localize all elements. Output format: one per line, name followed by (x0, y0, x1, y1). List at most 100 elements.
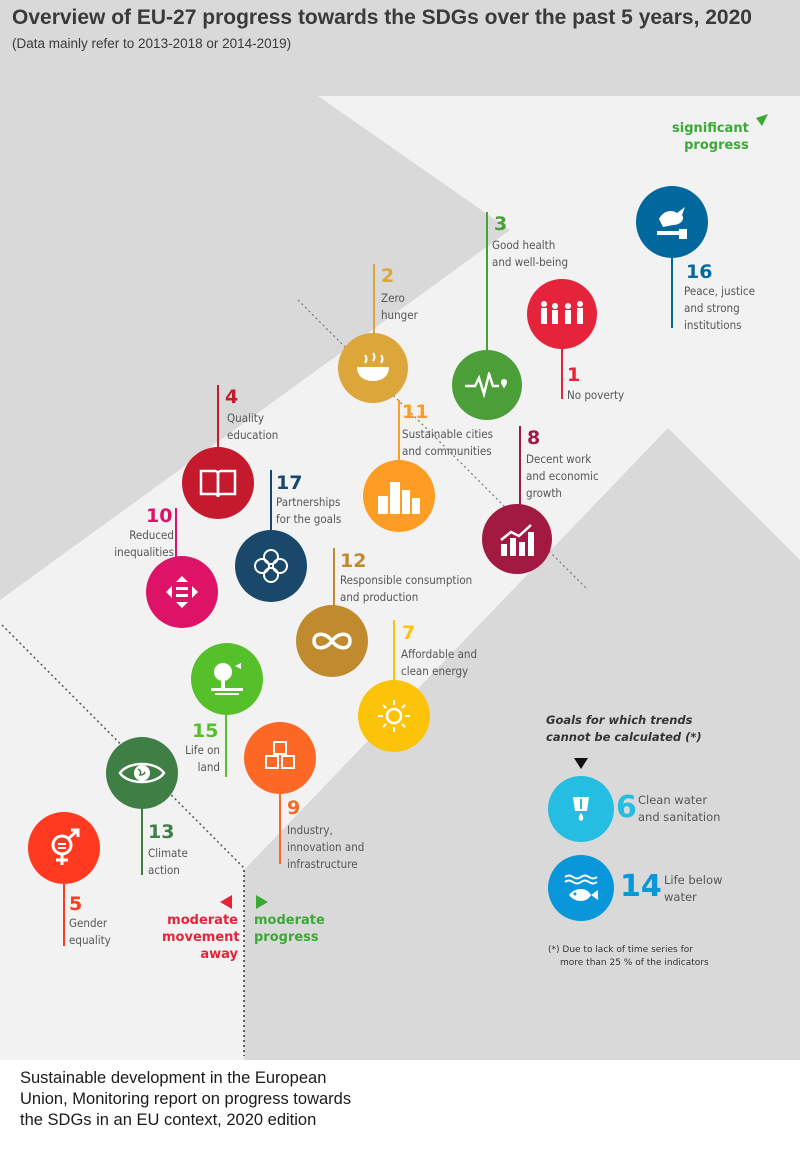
goal-5-label: Gender equality (69, 916, 111, 947)
tree-icon (191, 643, 263, 715)
goal-12-stem (333, 548, 335, 608)
goal-5-number: 5 (69, 893, 83, 915)
footer-background (0, 1060, 800, 1158)
goal-8-stem (519, 426, 521, 506)
moderate-away-line2: movement (162, 930, 240, 945)
goal-17-stem (270, 470, 272, 532)
goal-16-label: Peace, justice and strong institutions (684, 284, 755, 332)
sun-icon (358, 680, 430, 752)
goal-4-stem (217, 385, 219, 450)
goal-10: 10 Reduced inequalities (0, 0, 218, 628)
goal-4-number: 4 (225, 386, 239, 408)
goal-6: 6 Clean water and sanitation (0, 0, 720, 842)
goal-14-number: 14 (620, 869, 662, 904)
goal-16-stem (671, 258, 673, 328)
buildings-icon (363, 460, 435, 532)
significant-line2: progress (684, 138, 749, 153)
goal-15-label: Life on land (185, 743, 220, 774)
goal-2-label: Zero hunger (381, 291, 418, 322)
goal-11-label: Sustainable cities and communities (402, 427, 494, 458)
goal-14-label: Life below water (664, 873, 723, 904)
page-title: Overview of EU-27 progress towards the S… (12, 6, 752, 29)
book-icon (182, 447, 254, 519)
goal-10-number: 10 (146, 505, 173, 527)
footnote: (*) Due to lack of time series for more … (548, 945, 709, 968)
gender-icon (28, 812, 100, 884)
goal-2-stem (373, 264, 375, 342)
goal-11-stem (398, 400, 400, 462)
moderate-away-arrowhead-icon (220, 895, 232, 909)
goal-17-number: 17 (276, 472, 303, 494)
bowl-icon (338, 333, 408, 403)
goal-4-label: Quality education (227, 411, 279, 442)
goal-5: 5 Gender equality (0, 0, 111, 947)
goal-16: 16 Peace, justice and strong institutions (0, 0, 755, 332)
moderate-away-line3: away (200, 947, 238, 962)
dove-icon (636, 186, 708, 258)
goal-3-number: 3 (494, 213, 508, 235)
goal-1-number: 1 (567, 364, 581, 386)
flower-icon (235, 530, 307, 602)
goal-4: 4 Quality education (0, 0, 278, 519)
significant-line1: significant (672, 121, 749, 136)
goal-10-stem (175, 508, 177, 560)
goal-10-label: Reduced inequalities (114, 528, 174, 559)
goal-7-label: Affordable and clean energy (401, 647, 478, 678)
goal-1-stem (561, 349, 563, 399)
goal-5-stem (63, 884, 65, 946)
goal-9: 9 Industry, innovation and infrastructure (0, 0, 364, 871)
goal-7-stem (393, 620, 395, 682)
not-calculated-heading: Goals for which trends cannot be calcula… (546, 713, 702, 744)
moderate-progress-line2: progress (254, 930, 319, 945)
moderate-progress-line1: moderate (254, 913, 325, 928)
goal-11: 11 Sustainable cities and communities (0, 0, 493, 532)
goal-12-number: 12 (340, 550, 367, 572)
goal-6-label: Clean water and sanitation (638, 793, 721, 824)
goal-6-number: 6 (616, 790, 637, 825)
moderate-away-line1: moderate (167, 913, 238, 928)
eye-globe-icon (106, 737, 178, 809)
goal-8-number: 8 (527, 427, 541, 449)
goal-13-stem (141, 809, 143, 875)
goal-8: 8 Decent work and economic growth (0, 0, 599, 574)
goal-7: 7 Affordable and clean energy (0, 0, 477, 752)
goal-12: 12 Responsible consumption and production (0, 0, 472, 677)
growth-chart-icon (482, 504, 552, 574)
goal-9-label: Industry, innovation and infrastructure (287, 823, 365, 871)
moderate-progress-arrowhead-icon (256, 895, 268, 909)
goal-16-number: 16 (686, 261, 713, 283)
significant-progress-label: significant progress (672, 120, 749, 154)
water-tap-icon (548, 776, 614, 842)
down-arrowhead-icon (574, 758, 588, 769)
goal-17-label: Partnerships for the goals (276, 495, 342, 526)
goal-3: 3 Good health and well-being (0, 0, 568, 420)
goal-7-number: 7 (402, 622, 416, 644)
goal-11-number: 11 (402, 401, 429, 423)
heartbeat-icon (452, 350, 522, 420)
significant-arrowhead-icon (756, 114, 768, 126)
goal-15: 15 Life on land (0, 0, 263, 777)
source-citation: Sustainable development in the European … (20, 1069, 352, 1129)
goal-8-label: Decent work and economic growth (526, 452, 599, 500)
goal-9-number: 9 (287, 797, 301, 819)
cubes-icon (244, 722, 316, 794)
goal-13-label: Climate action (148, 846, 188, 877)
infinity-icon (296, 605, 368, 677)
goal-2-number: 2 (381, 265, 395, 287)
goal-1: 1 No poverty (0, 0, 624, 402)
progress-arrow (0, 96, 800, 1060)
goal-15-number: 15 (192, 720, 219, 742)
family-icon (527, 279, 597, 349)
goal-2: 2 Zero hunger (0, 0, 418, 403)
moderate-away-label: moderate movement away (162, 912, 240, 963)
goal-3-stem (486, 212, 488, 352)
goal-1-label: No poverty (567, 388, 625, 402)
moderate-progress-label: moderate progress (254, 912, 325, 946)
goal-14: 14 Life below water (0, 0, 722, 921)
page-subtitle: (Data mainly refer to 2013-2018 or 2014-… (12, 36, 292, 51)
goal-12-label: Responsible consumption and production (340, 573, 473, 604)
goal-3-label: Good health and well-being (492, 238, 569, 269)
fish-icon (548, 855, 614, 921)
